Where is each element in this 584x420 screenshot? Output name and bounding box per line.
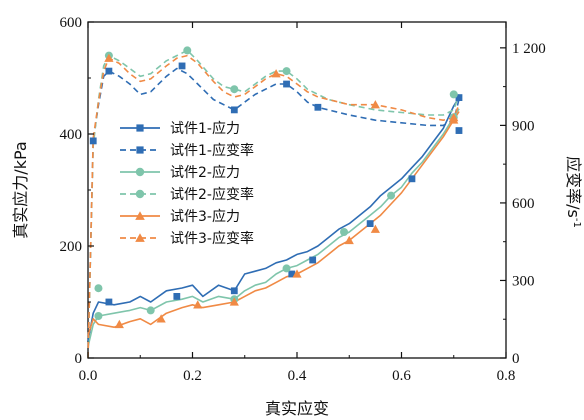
y-left-tick-label: 0 (75, 351, 83, 367)
legend-label-1: 试件1-应力 (170, 120, 240, 137)
series-point-1 (455, 94, 463, 101)
series-point-4 (282, 67, 291, 76)
series-point-1 (173, 293, 181, 300)
series-point-1 (105, 298, 113, 306)
y-right-tick-label: 900 (512, 118, 535, 134)
series-point-5 (193, 300, 203, 309)
y-right-tick-label: 300 (512, 273, 535, 289)
series-point-4 (94, 284, 103, 293)
marker-layer (89, 46, 463, 329)
series-point-2 (105, 67, 113, 75)
series-point-1 (230, 287, 238, 295)
series-point-5 (370, 224, 380, 233)
series-point-6 (449, 113, 459, 122)
legend-marker-4 (135, 189, 145, 199)
series-point-5 (292, 269, 302, 278)
series-point-6 (370, 100, 380, 109)
series-point-3 (387, 191, 396, 200)
legend-label-4: 试件2-应变率 (170, 186, 254, 203)
y-left-tick-label: 400 (60, 127, 83, 143)
series-line-2 (87, 67, 460, 359)
y-axis-right-title: 应变率/s-1 (564, 156, 583, 228)
legend-marker-6 (135, 233, 145, 242)
series-point-2 (89, 137, 97, 145)
series-point-6 (271, 69, 281, 78)
series-point-5 (156, 314, 166, 323)
series-point-3 (340, 228, 349, 236)
series-point-2 (178, 62, 186, 70)
series-point-1 (408, 175, 416, 183)
series-point-4 (230, 85, 239, 94)
x-tick-label: 0.0 (79, 368, 98, 384)
series-point-6 (104, 53, 114, 62)
series-point-5 (114, 319, 124, 329)
y-right-tick-label: 1 200 (512, 41, 546, 57)
legend-label-2: 试件1-应变率 (170, 142, 254, 159)
y-right-tick-label: 600 (512, 196, 535, 212)
y-axis-left-title: 真实应力/kPa (11, 141, 30, 238)
series-point-2 (455, 127, 463, 134)
legend-marker-5 (135, 211, 145, 220)
x-tick-label: 0.4 (288, 368, 307, 384)
legend-label-3: 试件2-应力 (170, 164, 240, 181)
series-point-2 (283, 80, 290, 88)
series-point-5 (344, 235, 354, 245)
series-point-5 (229, 297, 239, 306)
series-point-2 (230, 106, 238, 114)
series-point-3 (146, 306, 155, 315)
series-point-1 (366, 220, 374, 227)
series-line-5 (87, 111, 460, 336)
series-point-3 (282, 264, 291, 273)
legend-label-5: 试件3-应力 (170, 208, 240, 225)
x-axis-title: 真实应变 (265, 399, 329, 418)
legend-marker-2 (136, 146, 144, 154)
series-point-4 (449, 90, 458, 99)
y-left-tick-label: 200 (60, 239, 83, 255)
legend-marker-1 (136, 124, 144, 132)
series-point-3 (94, 312, 103, 320)
series-point-1 (309, 256, 317, 264)
x-tick-label: 0.2 (183, 368, 202, 384)
legend-marker-3 (135, 167, 145, 177)
x-tick-label: 0.8 (497, 368, 516, 384)
y-left-tick-label: 600 (60, 15, 83, 31)
series-line-1 (87, 97, 460, 342)
series-layer (87, 49, 460, 359)
x-tick-label: 0.6 (392, 368, 411, 384)
series-line-4 (87, 49, 460, 359)
y-axis-right-title-sup: -1 (571, 218, 582, 228)
legend-label-6: 试件3-应变率 (170, 230, 254, 247)
series-line-6 (87, 54, 460, 359)
y-right-tick-label: 0 (512, 351, 520, 367)
y-axis-right-title-main: 应变率/s (564, 156, 583, 218)
series-line-3 (87, 108, 460, 347)
series-point-2 (314, 103, 322, 111)
series-point-1 (288, 270, 296, 278)
series-point-4 (183, 46, 192, 55)
